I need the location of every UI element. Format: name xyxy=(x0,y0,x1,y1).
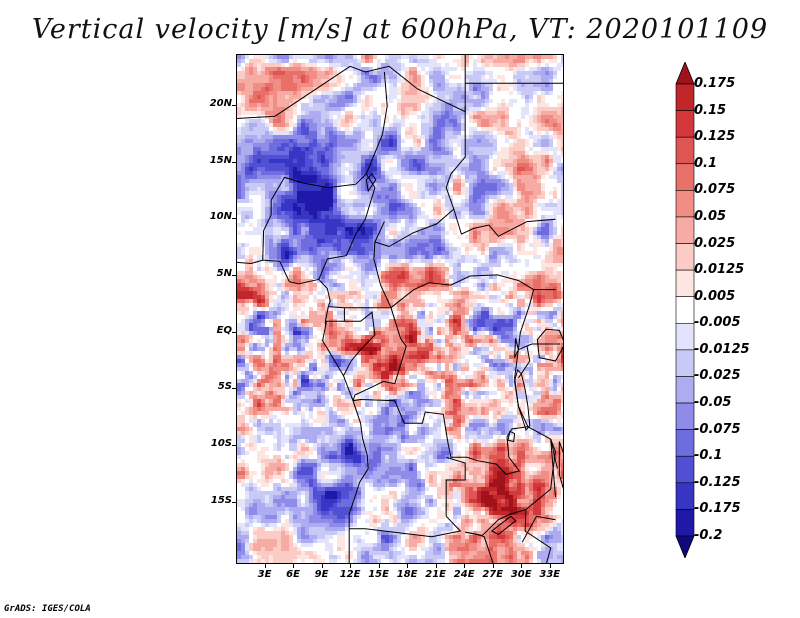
legend-swatch xyxy=(675,376,695,404)
lon-tick-label: 18E xyxy=(396,569,418,580)
lon-tick-label: 9E xyxy=(314,569,329,580)
legend-swatch xyxy=(675,482,695,510)
map-panel xyxy=(236,54,564,564)
legend-label: -0.075 xyxy=(694,421,741,437)
lon-tick-label: 33E xyxy=(539,569,561,580)
lon-tick-mark xyxy=(435,564,437,568)
legend-swatch xyxy=(675,243,695,271)
lat-tick-label: 10S xyxy=(210,438,232,449)
legend-label: -0.005 xyxy=(694,315,741,331)
legend-swatch xyxy=(675,322,695,351)
legend-swatch xyxy=(675,110,695,138)
legend-label: -0.0125 xyxy=(694,341,750,357)
lon-tick-mark xyxy=(350,564,352,568)
legend-label: -0.1 xyxy=(694,448,723,464)
lon-tick-mark xyxy=(549,564,551,568)
lake-outline xyxy=(490,515,517,535)
lon-tick-label: 3E xyxy=(257,569,272,580)
legend-swatch xyxy=(675,216,695,244)
map-title: Vertical velocity [m/s] at 600hPa, VT: 2… xyxy=(31,14,769,45)
lon-tick-label: 12E xyxy=(339,569,361,580)
legend-swatch xyxy=(675,296,695,324)
legend-swatch xyxy=(675,429,695,457)
legend-label: 0.15 xyxy=(694,102,727,118)
legend-swatch-top xyxy=(675,62,695,85)
coastline xyxy=(237,259,369,563)
lon-tick-mark xyxy=(264,564,266,568)
legend-label: -0.175 xyxy=(694,501,741,517)
lake-outline xyxy=(507,430,516,443)
lon-tick-mark xyxy=(378,564,380,568)
lake-outline xyxy=(514,338,519,358)
legend-label: -0.2 xyxy=(694,528,723,543)
lon-tick-mark xyxy=(407,564,409,568)
lat-tick-label: 5S xyxy=(217,381,232,393)
lat-tick-mark xyxy=(232,445,237,446)
lon-tick-label: 30E xyxy=(510,569,532,580)
legend-label: 0.075 xyxy=(694,182,736,198)
legend-label: 0.05 xyxy=(694,208,727,224)
lat-tick-label: 20N xyxy=(209,98,232,109)
legend-label: -0.025 xyxy=(694,368,741,384)
lat-tick-label: 15N xyxy=(209,154,232,166)
legend-label: 0.0125 xyxy=(694,262,745,278)
lat-tick-mark xyxy=(232,105,237,106)
legend-label: 0.1 xyxy=(694,155,718,171)
legend-swatch xyxy=(675,349,695,377)
legend-swatch-bottom xyxy=(675,535,695,558)
color-legend xyxy=(672,62,698,558)
legend-swatch xyxy=(675,509,695,537)
lat-tick-label: 5N xyxy=(216,268,232,279)
lat-tick-mark xyxy=(232,161,237,163)
lon-tick-mark xyxy=(492,564,494,568)
lon-tick-mark xyxy=(293,564,295,568)
legend-swatch xyxy=(675,163,695,191)
legend-swatch xyxy=(675,83,695,111)
lon-tick-mark xyxy=(521,564,523,568)
legend-swatch xyxy=(675,402,695,430)
legend-label: -0.05 xyxy=(694,395,732,411)
lon-tick-label: 6E xyxy=(286,569,300,580)
legend-label: 0.025 xyxy=(694,235,736,251)
legend-label: 0.125 xyxy=(694,129,736,145)
velocity-field-map xyxy=(237,55,563,563)
lat-tick-mark xyxy=(232,388,237,390)
legend-swatch xyxy=(675,136,695,165)
legend-swatch xyxy=(675,269,695,298)
lon-tick-label: 15E xyxy=(368,569,389,580)
lon-tick-label: 24E xyxy=(453,569,475,580)
lat-tick-label: EQ xyxy=(216,324,232,336)
lat-tick-label: 15S xyxy=(210,494,232,506)
lake-outline xyxy=(365,173,377,193)
legend-swatch xyxy=(675,455,695,484)
lon-tick-label: 21E xyxy=(425,569,447,580)
lat-tick-label: 10N xyxy=(209,211,232,223)
lat-tick-mark xyxy=(232,501,237,503)
lat-tick-mark xyxy=(232,331,237,333)
lat-tick-mark xyxy=(232,218,237,220)
lon-tick-mark xyxy=(321,564,323,568)
legend-label: 0.005 xyxy=(694,288,736,304)
lon-tick-label: 27E xyxy=(482,569,504,580)
legend-label: -0.125 xyxy=(694,474,741,490)
legend-label: 0.175 xyxy=(694,76,736,91)
lat-tick-mark xyxy=(232,275,237,276)
grads-credit: GrADS: IGES/COLA xyxy=(4,604,91,614)
lake-outline xyxy=(514,369,531,432)
lon-tick-mark xyxy=(464,564,466,568)
country-borders xyxy=(237,55,563,563)
velocity-field xyxy=(237,55,563,563)
lake-outline xyxy=(558,441,563,490)
legend-swatch xyxy=(675,190,695,218)
lake-outline xyxy=(536,328,563,362)
